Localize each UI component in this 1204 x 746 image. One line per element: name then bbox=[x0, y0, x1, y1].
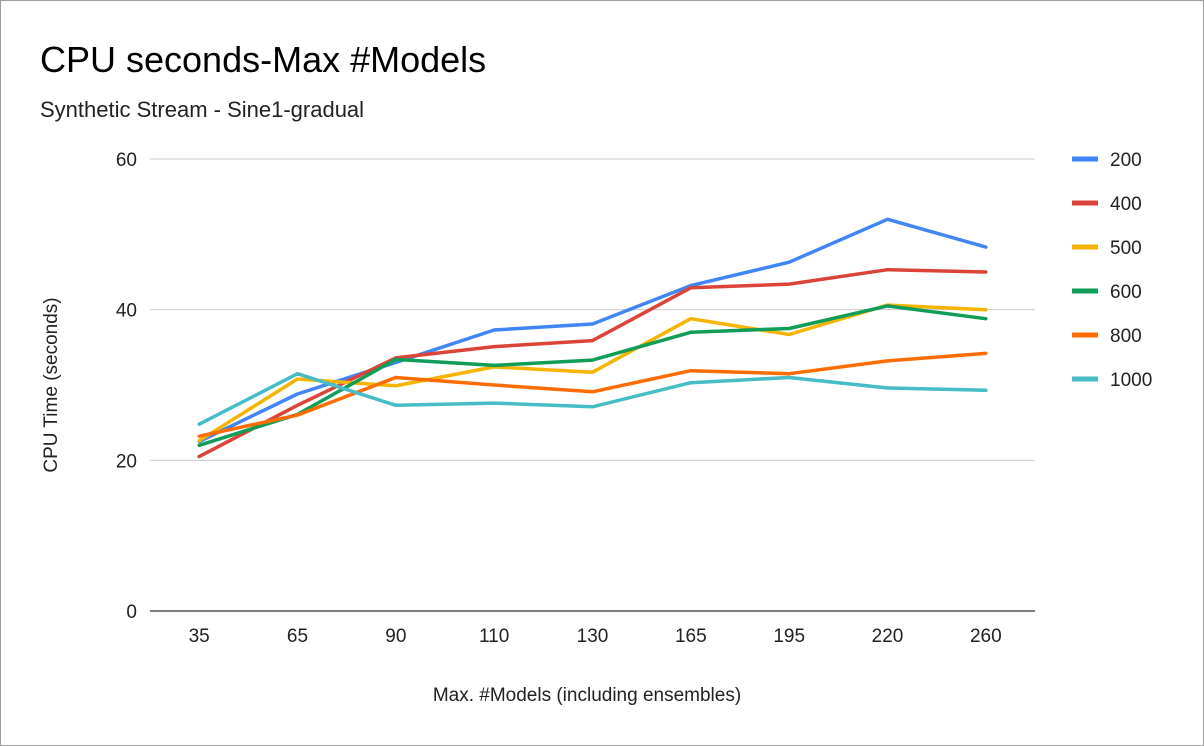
legend-label: 500 bbox=[1110, 238, 1142, 259]
y-tick-labels: 0 20 40 60 bbox=[116, 150, 137, 623]
legend-item-400: 400 bbox=[1072, 194, 1142, 215]
series-line-800 bbox=[197, 351, 988, 438]
series-line-400 bbox=[197, 267, 988, 459]
y-tick-label: 40 bbox=[116, 301, 137, 322]
x-tick-label: 90 bbox=[385, 626, 406, 647]
chart-subtitle: Synthetic Stream - Sine1-gradual bbox=[40, 97, 364, 122]
y-tick-label: 20 bbox=[116, 451, 137, 472]
legend-label: 200 bbox=[1110, 150, 1142, 171]
x-tick-label: 35 bbox=[189, 626, 210, 647]
x-axis-label: Max. #Models (including ensembles) bbox=[433, 685, 741, 706]
legend-item-1000: 1000 bbox=[1072, 370, 1152, 391]
x-tick-label: 130 bbox=[577, 626, 609, 647]
y-tick-label: 0 bbox=[126, 602, 137, 623]
legend-item-600: 600 bbox=[1072, 282, 1142, 303]
legend-label: 400 bbox=[1110, 194, 1142, 215]
legend-item-800: 800 bbox=[1072, 326, 1142, 347]
series-line-600 bbox=[197, 304, 988, 448]
series-lines bbox=[197, 217, 988, 459]
legend-item-200: 200 bbox=[1072, 150, 1142, 171]
x-tick-labels: 35 65 90 110 130 165 195 220 260 bbox=[189, 626, 1002, 647]
series-line-1000 bbox=[197, 371, 988, 426]
x-tick-label: 110 bbox=[479, 626, 509, 647]
legend-label: 1000 bbox=[1110, 370, 1152, 391]
x-tick-label: 220 bbox=[872, 626, 904, 647]
x-tick-label: 195 bbox=[773, 626, 805, 647]
x-tick-label: 165 bbox=[675, 626, 707, 647]
legend-label: 800 bbox=[1110, 326, 1142, 347]
legend-label: 600 bbox=[1110, 282, 1142, 303]
gridlines bbox=[150, 158, 1035, 612]
legend: 200 400 500 600 800 1000 bbox=[1072, 150, 1152, 391]
x-tick-label: 260 bbox=[970, 626, 1002, 647]
x-tick-label: 65 bbox=[287, 626, 308, 647]
y-axis-label: CPU Time (seconds) bbox=[41, 297, 62, 472]
y-tick-label: 60 bbox=[116, 150, 137, 171]
chart-title: CPU seconds-Max #Models bbox=[40, 39, 486, 80]
legend-item-500: 500 bbox=[1072, 238, 1142, 259]
